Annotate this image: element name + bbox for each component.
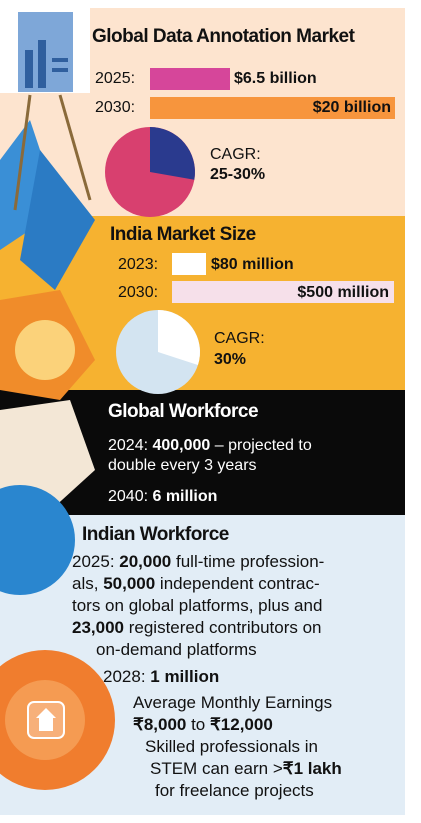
home-icon <box>36 708 56 731</box>
illustration <box>20 150 95 290</box>
pie-slice <box>158 310 200 365</box>
text: for freelance projects <box>155 781 314 800</box>
text-line: double every 3 years <box>108 457 257 475</box>
text: 2040: <box>108 488 153 505</box>
text: 1 million <box>150 667 220 686</box>
value-label: $6.5 billion <box>234 70 317 87</box>
illustration <box>13 94 32 211</box>
text-line: 2040: 6 million <box>108 488 217 506</box>
text: als, <box>72 574 104 593</box>
bar <box>172 253 206 275</box>
bar <box>172 281 394 303</box>
text: on-demand platforms <box>96 640 257 659</box>
bar <box>150 68 230 90</box>
section-title: Global Data Annotation Market <box>92 26 355 47</box>
text: Average Monthly Earnings <box>133 693 333 712</box>
year-label: 2030: <box>118 284 159 301</box>
value-label: $80 million <box>211 256 294 273</box>
illustration <box>38 40 46 88</box>
text: Skilled professionals in <box>145 737 318 756</box>
text-line: STEM can earn >₹1 lakh <box>150 760 342 778</box>
illustration <box>58 94 92 201</box>
text-line: als, 50,000 independent contrac- <box>72 575 320 593</box>
text: registered contributors on <box>124 618 322 637</box>
text: 50,000 <box>103 574 156 593</box>
illustration <box>52 58 68 62</box>
text: 2025: <box>72 552 120 571</box>
illustration <box>0 485 75 595</box>
text-line: 23,000 registered contributors on <box>72 619 322 637</box>
cagr-label: CAGR: <box>214 330 265 347</box>
pie-slice <box>150 127 195 180</box>
value-label: $500 million <box>297 284 389 301</box>
cagr-value: 25-30% <box>210 166 266 183</box>
text: ₹8,000 <box>133 715 187 734</box>
text-line: Skilled professionals in <box>145 738 318 756</box>
text-line: for freelance projects <box>155 782 314 800</box>
illustration <box>15 320 75 380</box>
text: 2024: <box>108 437 153 454</box>
illustration <box>25 50 33 88</box>
section-title: Indian Workforce <box>82 524 229 545</box>
text: double every 3 years <box>108 457 257 474</box>
section-title: India Market Size <box>110 224 256 245</box>
year-label: 2030: <box>95 99 136 116</box>
text: to <box>186 715 210 734</box>
text-line: 2024: 400,000 – projected to <box>108 437 312 455</box>
text-line: tors on global platforms, plus and <box>72 597 322 615</box>
value-label: $20 billion <box>312 99 391 116</box>
text: ₹12,000 <box>209 715 273 734</box>
text: ₹1 lakh <box>282 759 342 778</box>
text-line: Average Monthly Earnings <box>133 694 332 712</box>
text: 6 million <box>152 488 218 505</box>
text: 400,000 <box>152 437 211 454</box>
text: independent contrac- <box>155 574 320 593</box>
section-title: Global Workforce <box>108 401 259 422</box>
year-label: 2023: <box>118 256 159 273</box>
bar <box>150 97 395 119</box>
cagr-value: 30% <box>214 351 247 368</box>
text: tors on global platforms, plus and <box>72 596 323 615</box>
text: 2028: <box>103 667 151 686</box>
text-line: ₹8,000 to ₹12,000 <box>133 716 273 734</box>
cagr-label: CAGR: <box>210 146 261 163</box>
year-label: 2025: <box>95 70 136 87</box>
text-line: 2028: 1 million <box>103 668 219 686</box>
text-line: 2025: 20,000 full-time profession- <box>72 553 324 571</box>
text: 20,000 <box>119 552 172 571</box>
text-line: on-demand platforms <box>96 641 257 659</box>
illustration <box>52 68 68 72</box>
text: 23,000 <box>72 618 124 637</box>
text: – projected to <box>210 437 312 454</box>
text: full-time profession- <box>171 552 325 571</box>
text: STEM can earn > <box>150 759 283 778</box>
